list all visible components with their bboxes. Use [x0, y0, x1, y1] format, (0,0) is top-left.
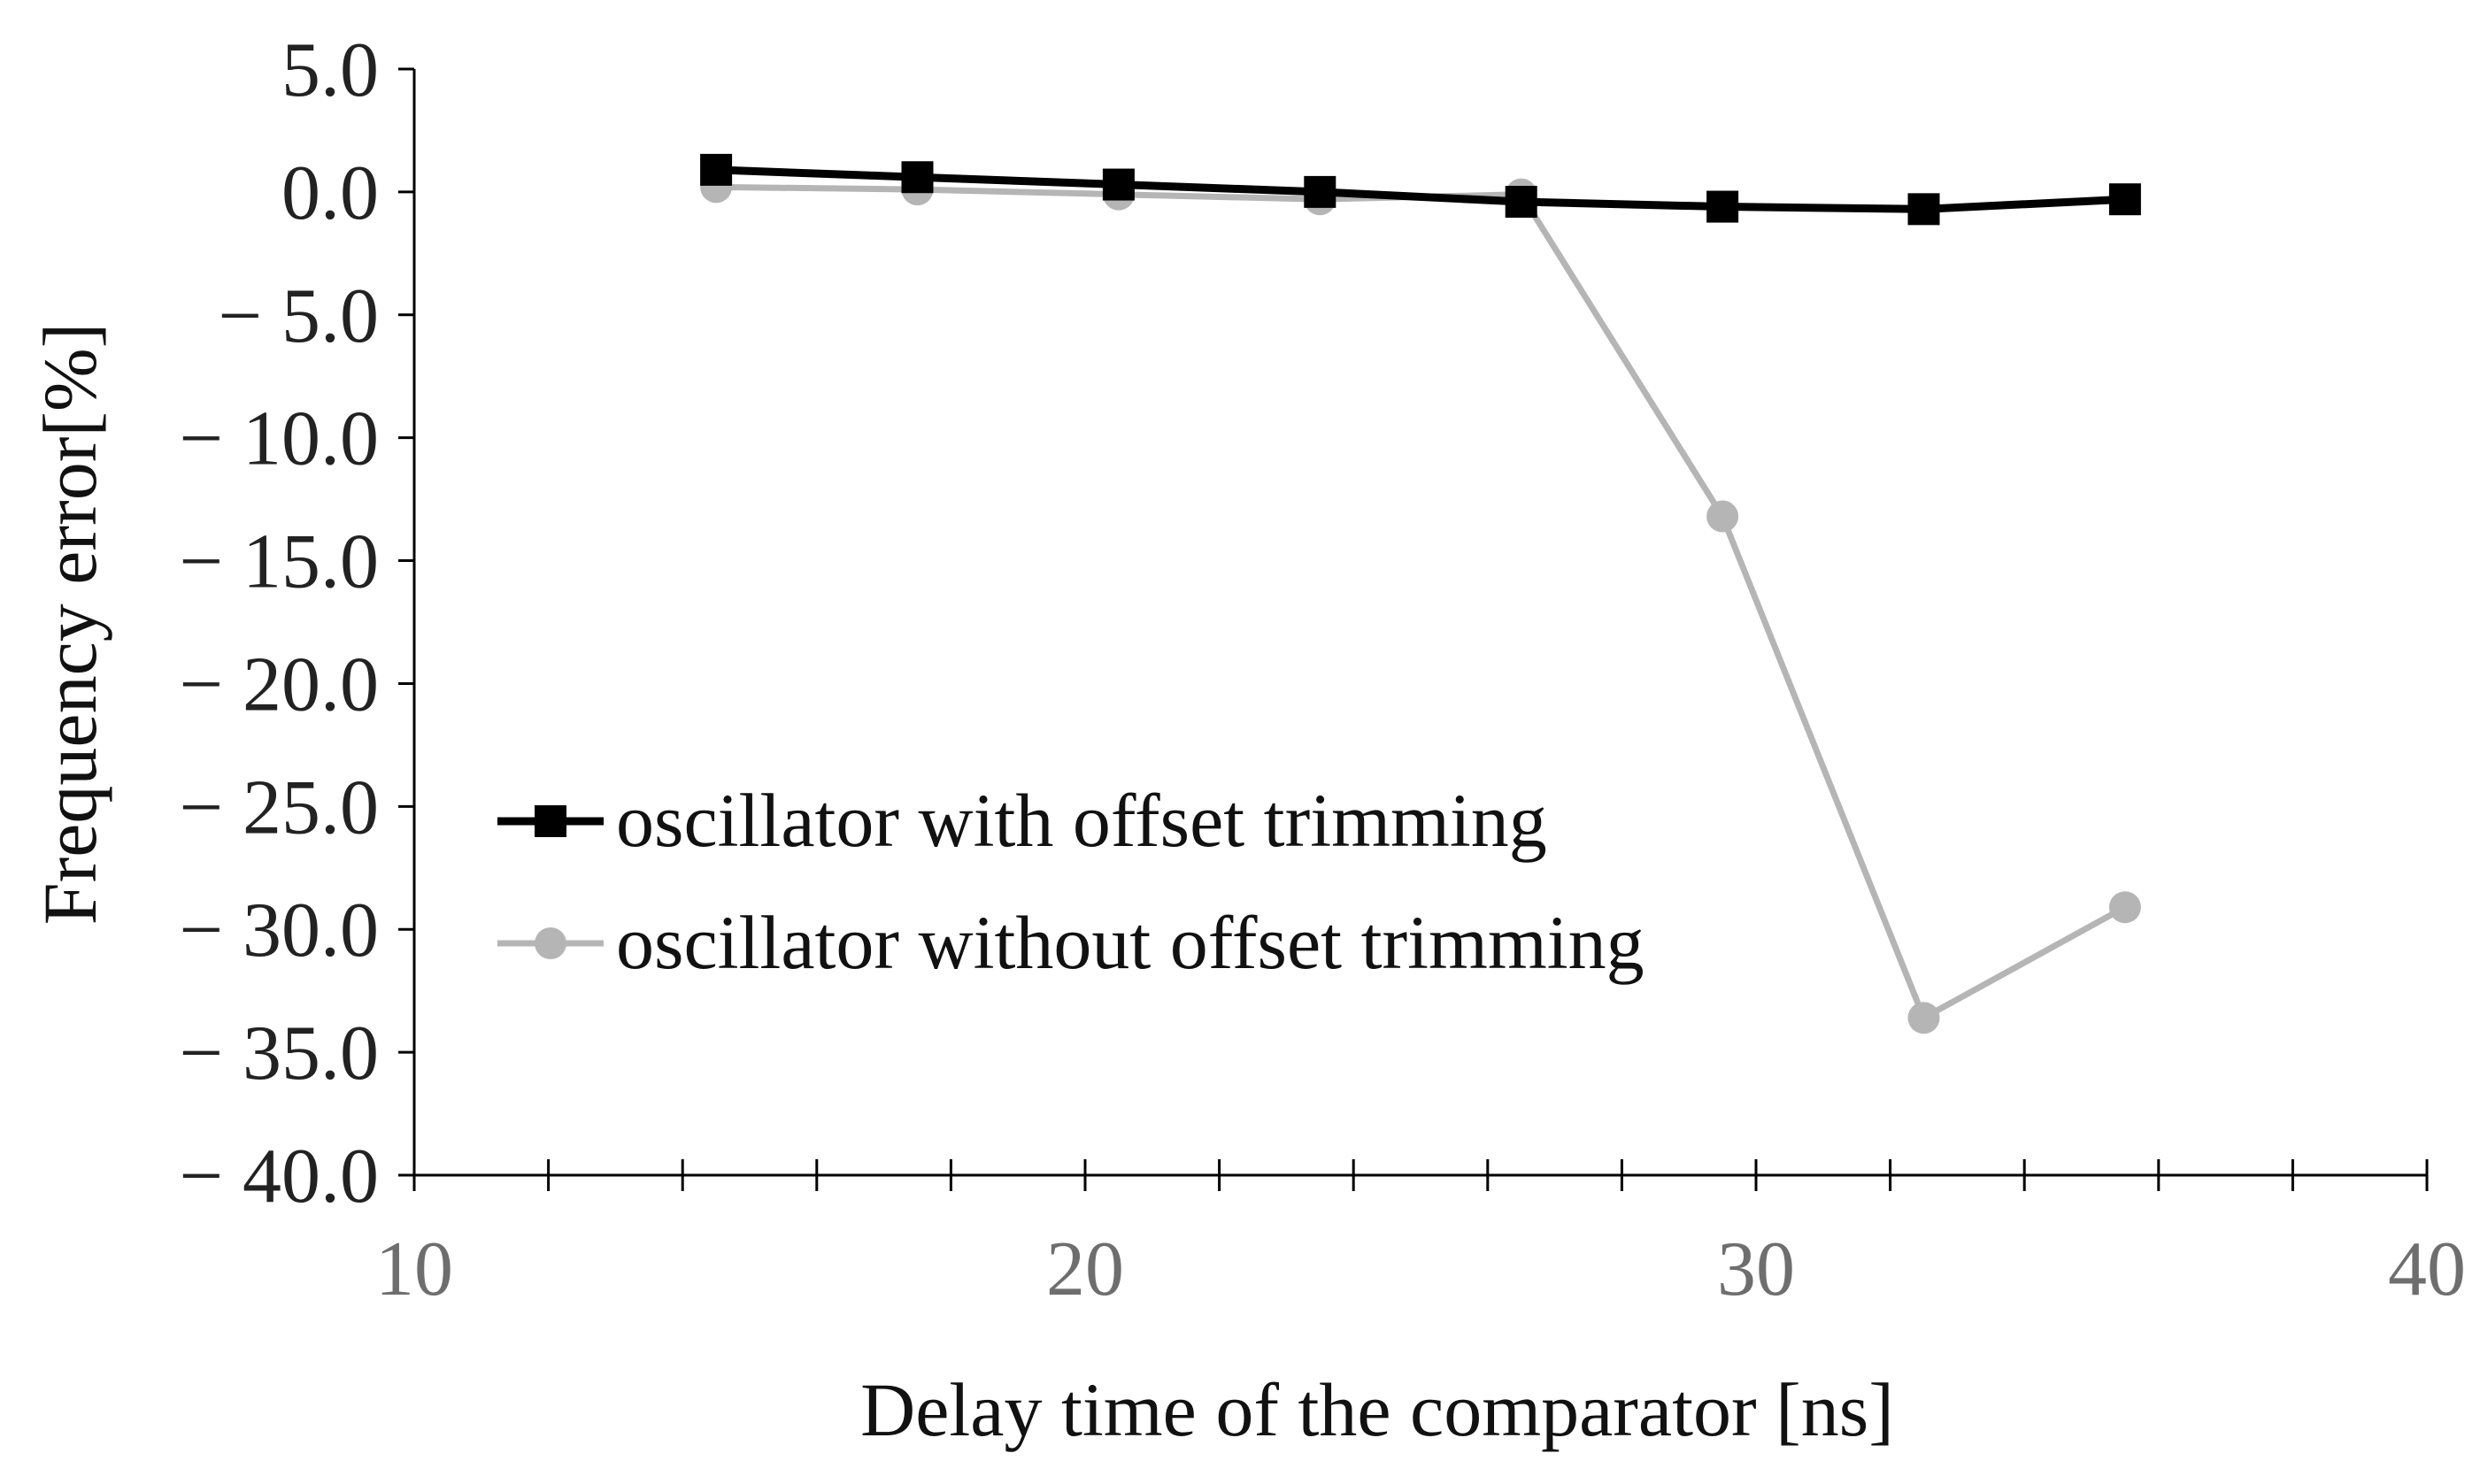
legend-label: oscillator with offset trimming	[616, 778, 1547, 863]
y-axis-ticks: 5.0 0.0 − 5.0 − 10.0 − 15.0 − 20.0 − 25.0 − 30.…	[179, 27, 414, 1219]
data-point	[1102, 168, 1135, 201]
x-tick-label: 10	[375, 1226, 453, 1312]
legend-marker	[535, 927, 566, 959]
y-tick-label: − 10.0	[179, 396, 379, 482]
data-point	[1706, 500, 1739, 533]
legend-item: oscillator without offset trimming	[497, 900, 1645, 985]
x-tick-label: 40	[2388, 1226, 2466, 1312]
y-tick-label: 0.0	[281, 150, 379, 236]
data-point	[1907, 193, 1940, 226]
legend-item: oscillator with offset trimming	[497, 778, 1547, 863]
data-point	[1304, 175, 1336, 208]
legend-label: oscillator without offset trimming	[616, 900, 1645, 985]
y-tick-label: − 30.0	[179, 888, 379, 973]
data-point	[2108, 891, 2141, 924]
series-group	[700, 153, 2141, 1034]
data-point	[2108, 183, 2141, 216]
data-point	[1907, 1002, 1940, 1034]
series-line	[716, 183, 2127, 1021]
x-tick-label: 30	[1717, 1226, 1795, 1312]
y-tick-label: − 40.0	[179, 1134, 379, 1219]
x-axis-ticks: 10 20 30 40	[375, 1159, 2466, 1312]
x-tick-label: 20	[1046, 1226, 1124, 1312]
data-point	[1706, 190, 1739, 223]
series-with-offset-trimming	[700, 153, 2141, 226]
y-tick-label: − 35.0	[179, 1011, 379, 1096]
data-point	[1505, 186, 1537, 218]
y-tick-label: − 5.0	[218, 273, 379, 359]
y-tick-label: 5.0	[281, 27, 379, 113]
y-tick-label: − 25.0	[179, 765, 379, 850]
y-axis-title: Frequency error[%]	[27, 323, 112, 925]
y-tick-label: − 20.0	[179, 642, 379, 727]
axes	[412, 69, 2427, 1177]
legend: oscillator with offset trimming oscillato…	[497, 778, 1645, 985]
legend-marker	[535, 805, 566, 837]
x-axis-title: Delay time of the comparator [ns]	[860, 1367, 1894, 1452]
y-tick-label: − 15.0	[179, 519, 379, 605]
data-point	[901, 161, 934, 194]
series-line	[715, 165, 2126, 213]
data-point	[700, 153, 733, 186]
